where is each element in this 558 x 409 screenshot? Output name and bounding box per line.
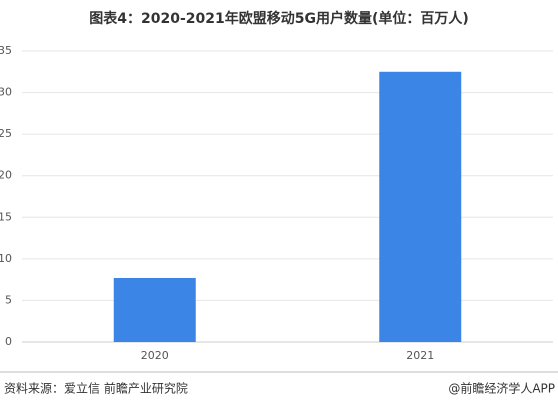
y-tick-label: 25: [0, 127, 12, 140]
y-tick-label: 0: [5, 335, 12, 348]
source: 资料来源：爱立信 前瞻产业研究院: [4, 381, 188, 396]
bar: [379, 71, 462, 343]
chart-title: 图表4：2020-2021年欧盟移动5G用户数量(单位：百万人): [89, 10, 469, 27]
x-tick-label: 2021: [406, 349, 434, 362]
credit: @前瞻经济学人APP: [448, 381, 555, 396]
y-tick-label: 5: [5, 293, 12, 306]
y-tick-label: 30: [0, 86, 12, 99]
x-tick-label: 2020: [141, 349, 169, 362]
bar: [113, 277, 196, 342]
y-tick-label: 10: [0, 252, 12, 265]
y-tick-label: 35: [0, 44, 12, 57]
y-tick-label: 20: [0, 169, 12, 182]
y-tick-label: 15: [0, 210, 12, 223]
